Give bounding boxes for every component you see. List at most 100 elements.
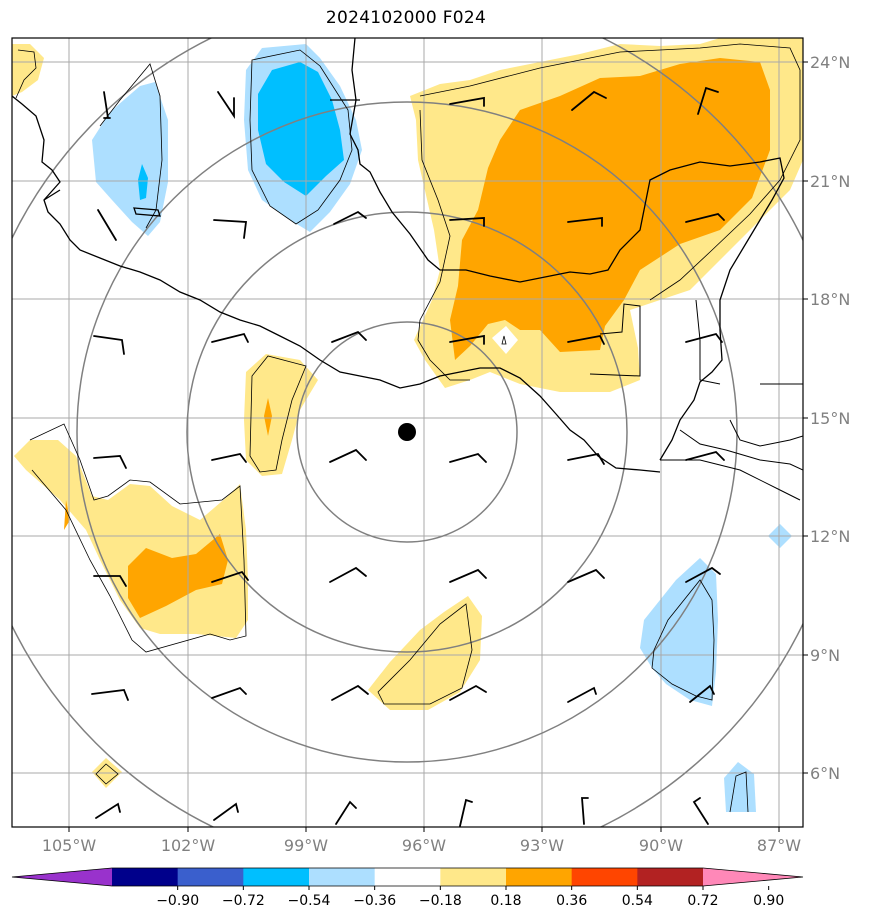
wind-barb: [95, 802, 121, 819]
anomaly-positive-medium: [128, 534, 228, 618]
wind-barb: [449, 217, 485, 227]
colorbar-outline: [11, 867, 804, 887]
wind-barb: [211, 332, 249, 343]
anomaly-negative-medium: [138, 164, 148, 200]
lon-label: 96°W: [402, 836, 446, 855]
lat-label: 6°N: [810, 764, 840, 783]
wind-barb: [103, 91, 111, 119]
colorbar-label: −0.72: [222, 893, 265, 909]
colorbar-extend-min: [12, 868, 112, 886]
colorbar-segment: [112, 868, 179, 886]
axis-ticks: [68, 61, 808, 832]
wind-barb: [217, 91, 235, 119]
lat-labels: 24°N 21°N 18°N 15°N 12°N 9°N 6°N: [810, 53, 850, 783]
colorbar-label: 0.36: [556, 893, 587, 909]
anomaly-positive-medium: [450, 58, 770, 360]
range-rings: [12, 38, 803, 827]
anomaly-negative-medium: [258, 62, 344, 196]
wind-barb: [685, 566, 721, 583]
lon-label: 99°W: [284, 836, 328, 855]
range-ring-3: [76, 101, 738, 763]
wind-barb: [571, 90, 607, 111]
wind-barb: [689, 684, 715, 703]
map-title: 2024102000 F024: [325, 8, 487, 28]
lat-label: 12°N: [810, 527, 850, 546]
coastlines: [12, 38, 785, 473]
colorbar-segment: [506, 868, 573, 886]
range-ring-2: [186, 211, 628, 653]
lat-label: 24°N: [810, 53, 850, 72]
anomaly-negative-light: [640, 558, 718, 706]
lon-label: 105°W: [42, 836, 97, 855]
lat-label: 9°N: [810, 646, 840, 665]
colorbar-segment: [440, 868, 507, 886]
wind-barb: [685, 450, 725, 461]
colorbar-label: −0.36: [353, 893, 396, 909]
wind-barb: [93, 455, 127, 469]
wind-barb: [97, 209, 117, 241]
colorbar-label: 0.18: [490, 893, 521, 909]
colorbar-segment: [177, 868, 244, 886]
wind-barb: [567, 452, 605, 465]
wind-barb: [93, 575, 127, 587]
wind-barb: [449, 334, 485, 345]
wind-barb: [335, 800, 357, 825]
storm-center-dot: [398, 423, 416, 441]
wind-barb: [329, 448, 367, 463]
wind-barb: [93, 335, 125, 355]
wind-barb: [449, 684, 487, 701]
colorbar: −0.90 −0.72 −0.54 −0.36 −0.18 0.18 0.36 0.54 0.7…: [11, 867, 804, 909]
colorbar-label: 0.72: [687, 893, 718, 909]
wind-barb: [459, 798, 473, 827]
colorbar-segment: [309, 868, 376, 886]
lat-label: 15°N: [810, 409, 850, 428]
wind-barb: [211, 570, 249, 583]
range-ring-1: [296, 321, 518, 543]
anomaly-positive-light: [368, 596, 482, 710]
wind-barb: [697, 86, 719, 115]
wind-barb: [449, 452, 487, 463]
lon-label: 93°W: [520, 836, 564, 855]
colorbar-segment: [243, 868, 310, 886]
wind-barb: [91, 689, 129, 701]
wind-barb: [213, 219, 248, 239]
wind-barb: [449, 568, 487, 583]
wind-barb: [211, 686, 247, 699]
lat-label: 18°N: [810, 290, 850, 309]
colorbar-label: −0.90: [156, 893, 199, 909]
lon-label: 87°W: [757, 836, 801, 855]
wind-barbs: [91, 86, 725, 827]
colorbar-segment: [571, 868, 638, 886]
wind-barb: [581, 797, 589, 825]
lon-labels: 105°W 102°W 99°W 96°W 93°W 90°W 87°W: [42, 836, 801, 855]
colorbar-segment: [637, 868, 704, 886]
wind-barb: [333, 210, 367, 225]
anomaly-negative-light: [92, 82, 168, 236]
wind-barb: [331, 684, 369, 701]
wind-barb: [567, 334, 605, 345]
wind-barb: [211, 452, 247, 463]
wind-barb: [329, 566, 367, 583]
wind-barb: [449, 96, 485, 107]
graticule: [12, 38, 803, 827]
colorbar-segment: [374, 868, 441, 886]
wind-barb: [567, 216, 603, 227]
wind-barb: [685, 213, 725, 223]
wind-barb: [685, 332, 723, 343]
wind-barb: [567, 686, 597, 703]
plot-frame: [11, 37, 804, 828]
wind-barb: [692, 797, 709, 825]
colorbar-label: 0.90: [753, 893, 784, 909]
anomaly-positive-light: [12, 44, 44, 96]
colorbar-extend-max: [703, 868, 803, 886]
anomaly-contours: [15, 43, 801, 813]
colorbar-label: 0.54: [622, 893, 653, 909]
wind-barb: [567, 568, 605, 583]
colorbar-label: −0.18: [419, 893, 462, 909]
lat-label: 21°N: [810, 172, 850, 191]
wind-barb: [213, 802, 239, 821]
wind-barb: [331, 330, 367, 343]
lon-label: 90°W: [639, 836, 683, 855]
lon-label: 102°W: [161, 836, 216, 855]
